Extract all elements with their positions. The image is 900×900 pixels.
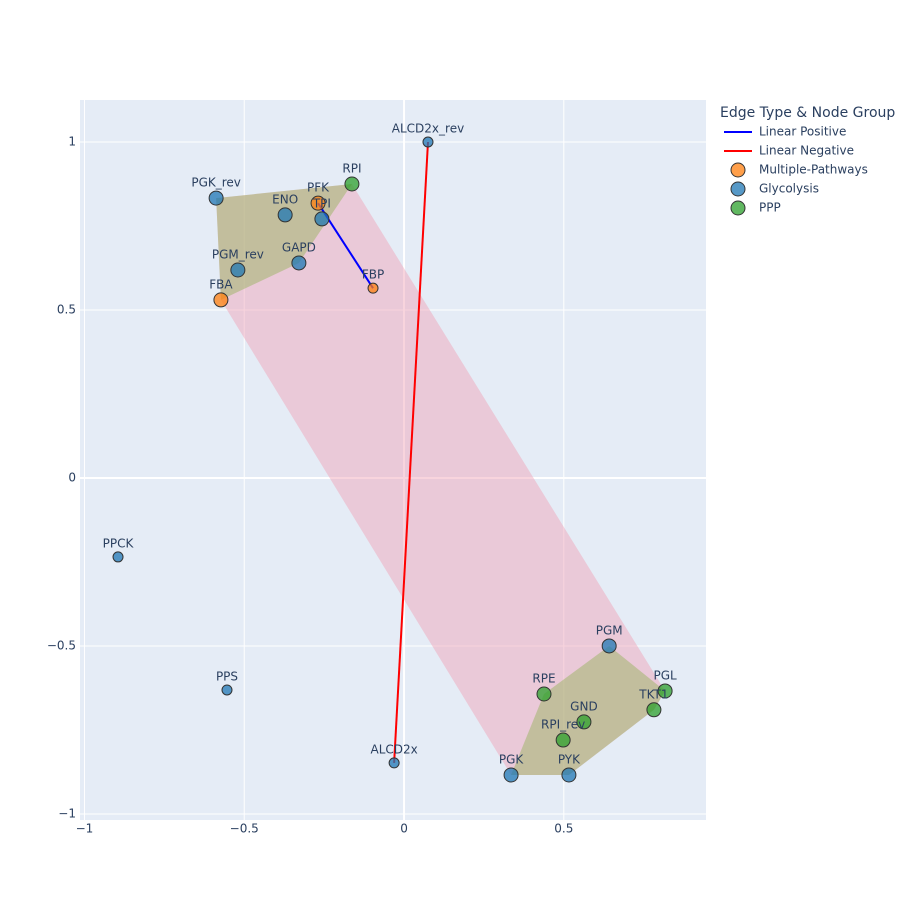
node — [576, 714, 592, 730]
x-tick-label: −0.5 — [230, 822, 259, 836]
legend-marker — [730, 200, 746, 216]
node — [112, 551, 124, 563]
node-label: PFK — [307, 181, 330, 195]
node-label: PPCK — [103, 536, 135, 550]
legend-label: PPP — [759, 201, 781, 215]
node — [657, 683, 673, 699]
y-tick-label: 1 — [68, 134, 76, 148]
node — [422, 136, 434, 148]
node-label: RPE — [532, 672, 555, 686]
x-tick-label: 0.5 — [554, 822, 573, 836]
node — [230, 262, 246, 278]
node — [388, 757, 400, 769]
node-label: PGL — [653, 668, 677, 682]
node — [213, 292, 229, 308]
node-label: FBA — [209, 277, 233, 291]
node — [503, 767, 519, 783]
node-label: FBP — [362, 268, 384, 282]
node — [344, 176, 360, 192]
edge — [393, 141, 429, 763]
node — [277, 207, 293, 223]
node — [208, 190, 224, 206]
x-tick-label: −1 — [76, 822, 94, 836]
node — [561, 767, 577, 783]
node-label: ENO — [272, 192, 298, 206]
x-tick-label: 0 — [400, 822, 408, 836]
grid: −1 −0.5 0 0.5 −1 −0.5 0 0.5 1 — [47, 100, 706, 836]
legend-label: Multiple-Pathways — [759, 163, 868, 177]
node — [314, 211, 330, 227]
node-label: PGK_rev — [191, 176, 241, 190]
node-label: RPI — [342, 161, 361, 175]
legend-marker — [730, 162, 746, 178]
node — [536, 686, 552, 702]
node-label: TPI — [312, 196, 331, 210]
node — [555, 732, 571, 748]
node-label: ALCD2x_rev — [392, 121, 464, 135]
legend-marker — [730, 181, 746, 197]
node — [646, 702, 662, 718]
cluster-hull — [511, 645, 666, 775]
legend-label: Glycolysis — [759, 182, 819, 196]
legend-label: Linear Negative — [759, 144, 854, 158]
y-tick-label: −0.5 — [47, 638, 76, 652]
node — [367, 282, 379, 294]
node — [601, 638, 617, 654]
node-label: RPI_rev — [541, 718, 585, 732]
node-label: TKT1 — [638, 687, 668, 701]
node-label: PYK — [558, 752, 581, 766]
node-label: ALCD2x — [370, 742, 417, 756]
y-tick-label: 0.5 — [57, 302, 76, 316]
y-tick-label: −1 — [58, 806, 76, 820]
node-label: PPS — [216, 669, 238, 683]
node-label: GND — [570, 699, 598, 713]
legend: Edge Type & Node Group Linear Positive Li… — [720, 105, 895, 216]
legend-title: Edge Type & Node Group — [720, 105, 895, 121]
node — [291, 255, 307, 271]
bridge-hull — [216, 183, 666, 775]
y-tick-label: 0 — [68, 470, 76, 484]
node-label: PGM — [596, 623, 623, 637]
node-label: GAPD — [282, 240, 316, 254]
node — [221, 684, 233, 696]
legend-label: Linear Positive — [759, 125, 846, 139]
node-label: PGM_rev — [212, 248, 264, 262]
node-label: PGK — [499, 752, 525, 766]
node — [310, 195, 326, 211]
